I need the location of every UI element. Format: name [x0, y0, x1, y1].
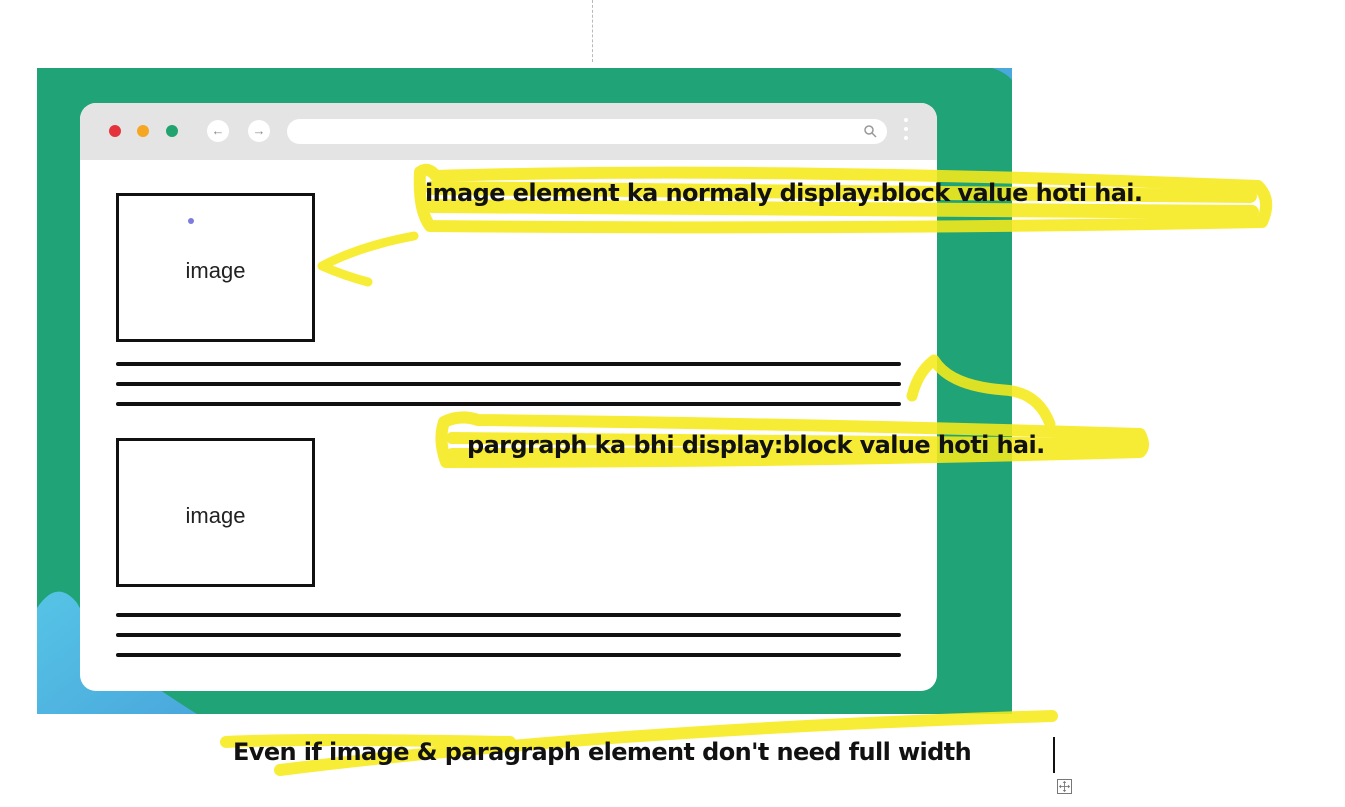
page-margin-guide [592, 0, 593, 62]
maximize-dot-icon [166, 125, 178, 137]
annotation-image-note: image element ka normaly display:block v… [425, 179, 1143, 207]
annotation-paragraph-note: pargraph ka bhi display:block value hoti… [467, 431, 1045, 459]
corner-shape [37, 68, 1012, 714]
minimize-dot-icon [137, 125, 149, 137]
image-box-label: image [185, 258, 246, 283]
paragraph-line [116, 613, 901, 617]
browser-toolbar: ← → [80, 103, 937, 160]
paragraph-line [116, 633, 901, 637]
text-cursor [1053, 737, 1055, 773]
paragraph-line [116, 382, 901, 386]
forward-arrow-icon: → [248, 120, 270, 142]
paragraph-line [116, 362, 901, 366]
cursor-dot [188, 218, 194, 224]
image-box: image [116, 193, 315, 342]
image-box-label: image [185, 503, 246, 528]
back-arrow-icon: ← [207, 120, 229, 142]
annotation-width-note[interactable]: Even if image & paragraph element don't … [233, 738, 972, 766]
kebab-menu-icon [904, 118, 908, 146]
image-box: image [116, 438, 315, 587]
search-icon [864, 125, 877, 138]
close-dot-icon [109, 125, 121, 137]
table-move-icon[interactable] [1057, 779, 1072, 794]
address-bar [287, 119, 887, 144]
paragraph-line [116, 653, 901, 657]
illustration-picture: ← → image image [37, 68, 1012, 714]
paragraph-line [116, 402, 901, 406]
